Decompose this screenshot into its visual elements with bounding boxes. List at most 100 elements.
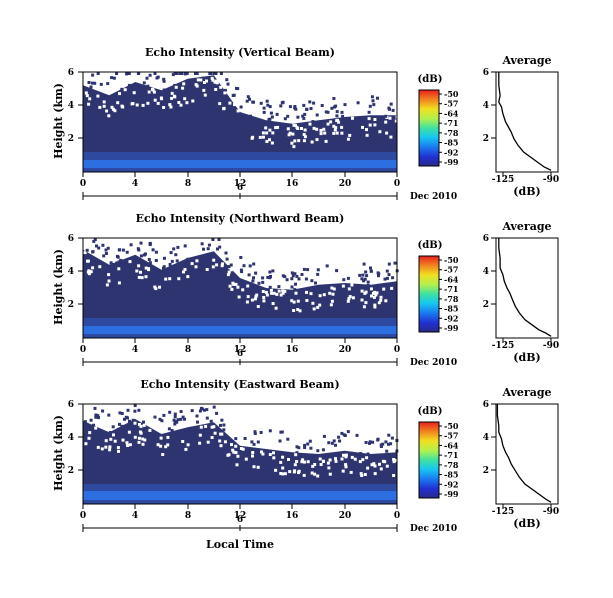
echo-speck	[290, 299, 294, 303]
echo-speck	[184, 447, 188, 451]
echo-speck	[358, 460, 362, 464]
echo-speck	[340, 131, 344, 135]
x-tick-label: 8	[185, 179, 191, 189]
echo-speck	[137, 264, 141, 268]
colorbar-tick-label: -78	[444, 294, 459, 304]
average-line	[498, 72, 552, 171]
echo-speck	[142, 423, 146, 427]
echo-speck	[113, 439, 117, 443]
echo-speck	[139, 424, 143, 428]
echo-speck	[250, 440, 254, 444]
echo-speck	[204, 424, 208, 428]
echo-speck	[130, 102, 134, 106]
echo-speck	[219, 72, 223, 75]
echo-speck	[297, 446, 301, 450]
echo-speck	[383, 277, 387, 281]
echo-speck	[210, 425, 214, 429]
heatmap	[82, 403, 400, 505]
x-tick-label: 8	[185, 511, 191, 521]
echo-speck	[302, 116, 306, 120]
echo-speck	[313, 472, 317, 476]
echo-speck	[245, 99, 249, 103]
echo-speck	[281, 455, 285, 459]
echo-speck	[162, 413, 166, 417]
echo-speck	[366, 466, 370, 470]
echo-speck	[233, 102, 237, 106]
echo-speck	[264, 126, 268, 130]
echo-speck	[171, 73, 175, 77]
echo-speck	[218, 439, 222, 443]
echo-speck	[337, 435, 341, 439]
echo-speck	[268, 429, 272, 433]
echo-speck	[368, 104, 372, 108]
echo-speck	[293, 469, 297, 473]
echo-speck	[104, 445, 108, 449]
echo-speck	[176, 245, 180, 249]
echo-speck	[370, 463, 374, 467]
echo-speck	[268, 128, 272, 132]
echo-speck	[390, 436, 394, 440]
average-y-tick: 6	[483, 400, 489, 410]
echo-speck	[211, 238, 215, 241]
x-tick-label: 16	[286, 179, 299, 189]
echo-speck	[361, 125, 364, 129]
echo-speck	[186, 443, 190, 447]
echo-speck	[137, 275, 141, 279]
echo-speck	[211, 265, 215, 269]
echo-speck	[387, 442, 390, 446]
echo-speck	[262, 299, 266, 303]
echo-speck	[275, 112, 279, 116]
echo-speck	[264, 290, 268, 294]
echo-speck	[389, 102, 393, 106]
echo-speck	[302, 267, 306, 271]
echo-speck	[296, 115, 300, 119]
echo-speck	[159, 436, 163, 440]
x-tick-label: 4	[132, 511, 138, 521]
echo-speck	[183, 417, 186, 421]
echo-speck	[379, 298, 383, 302]
echo-speck	[198, 409, 202, 413]
echo-speck	[334, 104, 338, 108]
echo-speck	[335, 114, 339, 118]
date-bar: 6 Dec 2010	[82, 349, 457, 368]
echo-speck	[324, 110, 328, 114]
echo-speck	[142, 420, 145, 424]
colorbar-unit: (dB)	[418, 74, 443, 85]
day-label: 6	[237, 183, 243, 193]
average-title: Average	[501, 220, 551, 233]
panel-eastward-beam: Echo Intensity (Eastward Beam) Height (k…	[52, 378, 559, 551]
echo-speck	[112, 433, 115, 437]
echo-speck	[199, 406, 203, 410]
echo-speck	[318, 303, 322, 307]
echo-speck	[388, 107, 391, 111]
x-tick-label: 0	[394, 345, 400, 355]
echo-speck	[101, 243, 105, 247]
echo-speck	[334, 443, 337, 447]
echo-speck	[181, 415, 185, 419]
echo-speck	[209, 419, 213, 423]
echo-speck	[175, 259, 179, 263]
echo-speck	[161, 453, 165, 456]
echo-speck	[93, 238, 97, 241]
y-tick-label: 4	[68, 267, 74, 277]
echo-speck	[291, 132, 295, 136]
echo-speck	[334, 126, 338, 130]
echo-speck	[262, 135, 265, 139]
y-axis: 6 4 2	[68, 234, 83, 310]
heatmap	[82, 71, 399, 173]
echo-speck	[205, 79, 208, 83]
echo-speck	[322, 434, 326, 438]
echo-speck	[366, 284, 370, 287]
echo-speck	[143, 438, 147, 442]
echo-speck	[159, 444, 163, 448]
echo-speck	[310, 471, 314, 475]
echo-speck	[115, 72, 119, 75]
echo-speck	[205, 416, 209, 420]
echo-speck	[259, 101, 263, 105]
echo-speck	[135, 269, 139, 273]
echo-speck	[213, 431, 217, 435]
y-tick-label: 2	[68, 466, 74, 476]
y-axis: 6 4 2	[68, 400, 83, 476]
echo-speck	[281, 472, 285, 476]
echo-speck	[219, 423, 222, 427]
